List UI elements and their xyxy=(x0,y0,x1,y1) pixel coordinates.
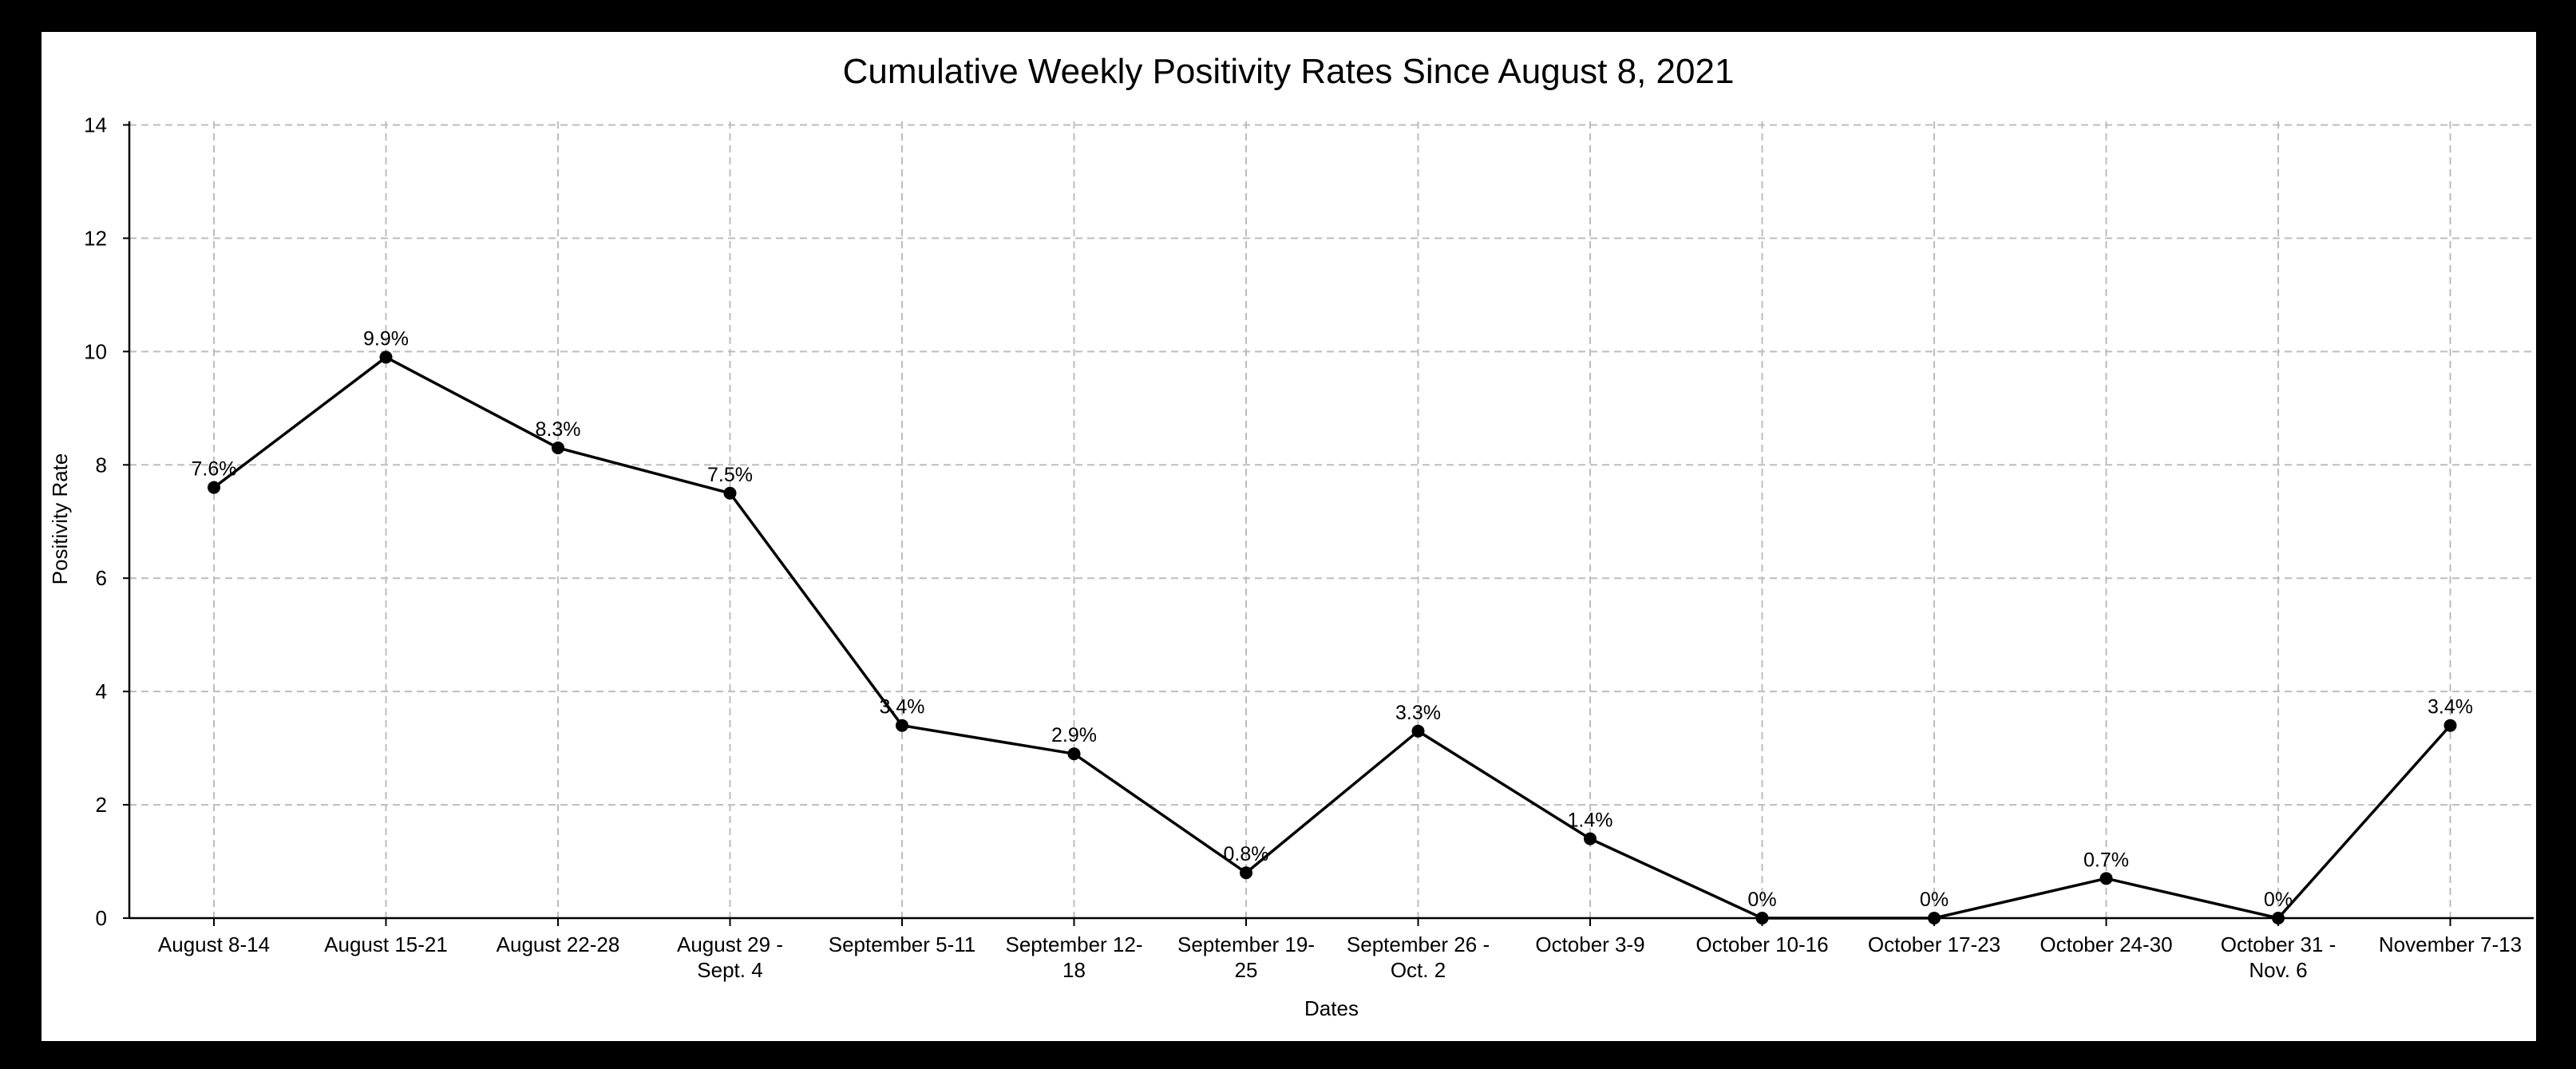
x-tick-label-line: Nov. 6 xyxy=(2249,958,2307,982)
y-tick-label: 14 xyxy=(84,113,107,137)
x-tick-label-line: August 29 - xyxy=(677,932,783,956)
series-line xyxy=(212,355,2451,920)
x-tick-label-line: 18 xyxy=(1062,958,1086,982)
x-tick-label: September 19-25 xyxy=(1177,932,1315,982)
data-point xyxy=(896,719,908,732)
x-tick-label: August 15-21 xyxy=(324,932,448,956)
y-tick-label: 12 xyxy=(84,226,107,250)
x-tick-label-line: September 5-11 xyxy=(829,932,976,956)
data-label: 0.8% xyxy=(1224,843,1269,865)
data-label: 0% xyxy=(1747,889,1776,911)
data-point xyxy=(723,486,737,500)
grid-lines xyxy=(129,121,2534,918)
data-label: 0.7% xyxy=(2083,849,2129,871)
x-tick-label-line: 25 xyxy=(1235,958,1258,982)
x-tick-label: August 8-14 xyxy=(158,932,270,956)
data-point xyxy=(208,481,220,494)
x-tick-label: September 26 -Oct. 2 xyxy=(1347,932,1490,982)
data-label: 7.6% xyxy=(192,458,237,481)
data-label: 0% xyxy=(1920,889,1949,911)
x-tick-label-line: October 3-9 xyxy=(1535,932,1644,956)
x-tick-label: September 5-11 xyxy=(829,932,976,956)
x-tick-label-line: August 15-21 xyxy=(324,932,448,956)
data-point xyxy=(552,441,564,454)
x-tick-label-line: August 22-28 xyxy=(497,932,620,956)
data-point xyxy=(1411,724,1425,738)
x-tick-label-line: November 7-13 xyxy=(2379,932,2522,956)
data-point xyxy=(1755,912,1769,924)
y-tick-label: 8 xyxy=(96,453,107,477)
x-tick-label: August 29 -Sept. 4 xyxy=(677,932,783,982)
data-label: 7.5% xyxy=(707,464,753,486)
data-point xyxy=(379,350,393,364)
x-tick-label: August 22-28 xyxy=(497,932,620,956)
x-tick-label: October 3-9 xyxy=(1535,932,1644,956)
data-label: 3.4% xyxy=(2428,696,2473,719)
data-label: 3.4% xyxy=(880,696,925,719)
data-label: 1.4% xyxy=(1568,810,1613,832)
x-axis-title: Dates xyxy=(1304,996,1359,1020)
x-tick-label-line: September 19- xyxy=(1177,932,1315,956)
chart-title: Cumulative Weekly Positivity Rates Since… xyxy=(843,52,1735,91)
axes xyxy=(123,121,2534,926)
data-point xyxy=(2272,912,2285,924)
x-tick-label-line: Sept. 4 xyxy=(697,958,762,982)
y-tick-label: 4 xyxy=(96,679,107,703)
x-tick-label-line: October 17-23 xyxy=(1868,932,2000,956)
data-point xyxy=(1584,832,1597,845)
chart-panel xyxy=(42,32,2536,1041)
x-tick-label: October 10-16 xyxy=(1696,932,1828,956)
x-tick-label-line: August 8-14 xyxy=(158,932,270,956)
data-point xyxy=(2443,719,2457,732)
x-tick-labels: August 8-14 August 15-21 August 22-28 Augus… xyxy=(158,932,2522,982)
y-tick-label: 2 xyxy=(96,793,107,817)
x-tick-label: October 17-23 xyxy=(1868,932,2000,956)
data-point xyxy=(1928,912,1941,924)
y-tick-label: 10 xyxy=(84,339,107,363)
x-tick-label-line: September 12- xyxy=(1006,932,1143,956)
data-label: 2.9% xyxy=(1051,724,1097,746)
series-positivity xyxy=(208,350,2457,924)
x-tick-label-line: October 10-16 xyxy=(1696,932,1828,956)
y-axis-title: Positivity Rate xyxy=(48,453,72,585)
data-label: 3.3% xyxy=(1395,702,1441,724)
y-tick-labels: 0 2 4 6 8 10 12 14 xyxy=(84,113,107,930)
data-labels: 7.6% 9.9% 8.3% 7.5% 3.4% 2.9% 0.8% 3.3% 1.4% 0% 0%… xyxy=(192,327,2473,911)
data-point xyxy=(1240,866,1252,880)
x-tick-label-line: September 26 - xyxy=(1347,932,1490,956)
x-tick-label-line: October 24-30 xyxy=(2040,932,2172,956)
data-point xyxy=(2099,872,2113,885)
x-tick-label: October 31 -Nov. 6 xyxy=(2221,932,2337,982)
x-tick-label: September 12-18 xyxy=(1006,932,1143,982)
x-tick-label-line: October 31 - xyxy=(2221,932,2337,956)
x-tick-label-line: Oct. 2 xyxy=(1391,958,1446,982)
y-tick-label: 6 xyxy=(96,566,107,590)
data-label: 8.3% xyxy=(536,418,581,441)
data-label: 9.9% xyxy=(363,327,409,350)
x-tick-label: November 7-13 xyxy=(2379,932,2522,956)
y-tick-label: 0 xyxy=(96,906,107,930)
x-tick-label: October 24-30 xyxy=(2040,932,2172,956)
data-point xyxy=(1067,747,1081,761)
data-label: 0% xyxy=(2264,889,2293,911)
